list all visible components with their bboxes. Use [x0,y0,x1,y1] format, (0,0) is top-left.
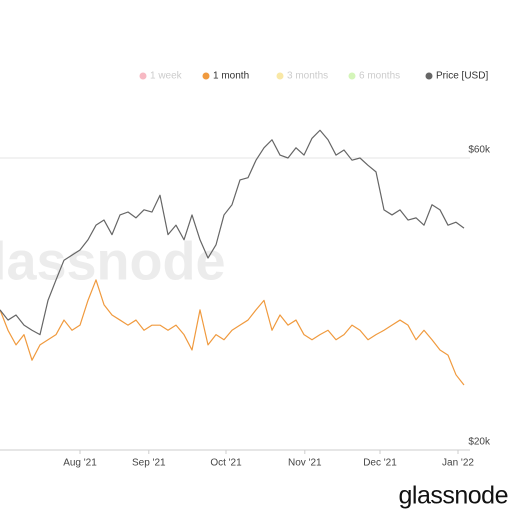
legend-item[interactable]: 1 month [202,71,250,82]
legend-label: 3 months [287,71,328,82]
legend-label: 6 months [359,71,400,82]
legend-swatch [348,72,356,80]
series-line [0,279,465,386]
x-tick-label: Aug '21 [63,458,97,469]
x-tick-label: Nov '21 [288,458,322,469]
y2-tick-label: $60k [468,145,491,156]
x-tick-label: Jan '22 [442,458,474,469]
watermark: glassnode [0,231,226,291]
x-tick-label: Oct '21 [210,458,242,469]
legend-item[interactable]: 1 week [139,71,183,82]
y2-tick-label: $20k [468,437,491,448]
legend-item[interactable]: 3 months [276,71,329,82]
legend-item[interactable]: Price [USD] [425,71,489,82]
legend-swatch [139,72,147,80]
x-tick-label: Dec '21 [363,458,397,469]
legend-swatch [202,72,210,80]
legend-item[interactable]: 6 months [348,71,401,82]
series-line [0,129,465,336]
legend-label: Price [USD] [436,71,488,82]
legend-label: 1 month [213,71,249,82]
legend-label: 1 week [150,71,183,82]
x-tick-label: Sep '21 [132,458,166,469]
legend-swatch [276,72,284,80]
brand-logo: glassnode [399,482,508,510]
legend-swatch [425,72,433,80]
